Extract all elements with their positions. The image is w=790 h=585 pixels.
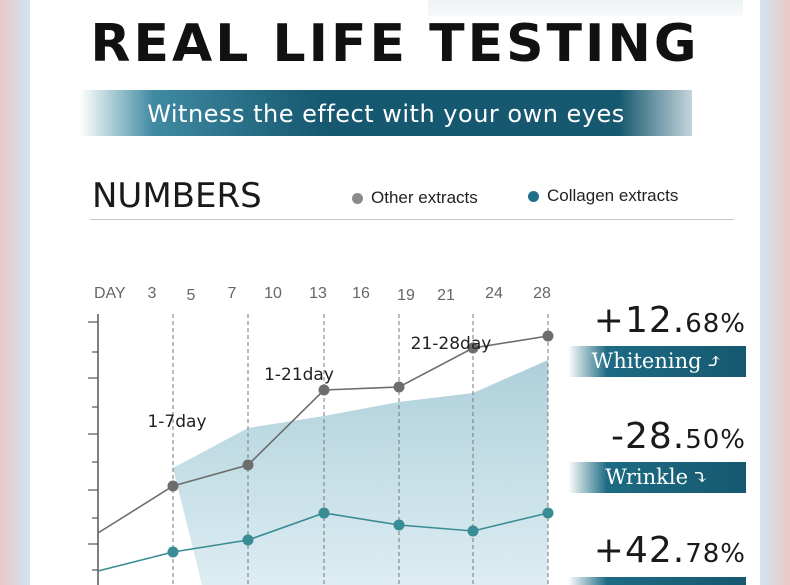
point-other <box>318 384 330 396</box>
legend-label-other: Other extracts <box>371 188 478 207</box>
stat-value-wrinkle: -28.50% <box>611 416 746 457</box>
line-chart: DAY 3 5 7 10 13 16 19 21 24 28 1-7day 1-21day 21-28da… <box>88 285 554 585</box>
point-collagen <box>542 507 554 519</box>
arrow-down-icon: ⤵ <box>692 465 709 489</box>
stat-bar-wrinkle <box>568 462 746 493</box>
top-strip <box>428 0 743 16</box>
x-tick-label: 16 <box>352 285 370 302</box>
point-other <box>393 381 405 393</box>
stat-value-whitening-decimal: 68% <box>685 309 746 339</box>
legend-item-other: Other extracts <box>352 188 478 208</box>
legend-label-collagen: Collagen extracts <box>547 186 679 205</box>
x-tick-label: 3 <box>148 285 157 302</box>
point-other <box>167 480 179 492</box>
stat-value-third-decimal: 78% <box>685 539 746 569</box>
subtitle-bar <box>80 90 692 136</box>
point-other <box>242 459 254 471</box>
stat-label-whitening-text: Whitening <box>591 349 702 373</box>
stat-bar-third <box>568 577 746 585</box>
stat-value-wrinkle-decimal: 50% <box>685 425 746 455</box>
stat-value-whitening-main: +12. <box>593 300 686 341</box>
card: REAL LIFE TESTING Witness the effect wit… <box>30 0 760 585</box>
legend-item-collagen: Collagen extracts <box>528 186 678 206</box>
x-tick-label: 24 <box>485 285 503 302</box>
x-tick-label: 5 <box>187 287 196 304</box>
stat-value-wrinkle-main: -28. <box>610 416 686 457</box>
x-tick-label: 21 <box>437 287 455 304</box>
point-other <box>467 342 479 354</box>
stat-label-whitening: Whitening ⤴ <box>568 346 746 377</box>
x-tick-label: 13 <box>309 285 327 302</box>
x-axis-label: DAY <box>94 285 126 302</box>
section-title: NUMBERS <box>92 176 262 216</box>
page-title: REAL LIFE TESTING <box>90 14 700 74</box>
point-collagen <box>393 519 405 531</box>
annotation-label: 1-7day <box>147 412 206 432</box>
point-collagen <box>318 507 330 519</box>
stat-bar-whitening <box>568 346 746 377</box>
annotation-label: 21-28day <box>411 334 492 354</box>
arrow-up-icon: ⤴ <box>705 349 723 373</box>
legend-dot-collagen <box>528 190 539 202</box>
stat-value-third-main: +42. <box>593 530 686 571</box>
annotation-label: 1-21day <box>264 365 334 385</box>
subtitle: Witness the effect with your own eyes <box>147 100 625 128</box>
area-shade <box>173 360 548 585</box>
point-collagen <box>167 546 179 558</box>
legend-dot-other <box>352 192 363 204</box>
stat-value-whitening: +12.68% <box>594 300 746 341</box>
stat-label-wrinkle: Wrinkle ⤵ <box>568 462 746 493</box>
divider <box>90 219 734 220</box>
point-other <box>542 330 554 342</box>
x-tick-label: 19 <box>397 287 415 304</box>
point-collagen <box>467 525 479 537</box>
x-tick-label: 7 <box>228 285 237 302</box>
x-tick-label: 10 <box>264 285 282 302</box>
point-collagen <box>242 534 254 546</box>
stat-value-third: +42.78% <box>594 530 746 571</box>
stat-label-wrinkle-text: Wrinkle <box>605 465 689 489</box>
x-tick-label: 28 <box>533 285 551 302</box>
